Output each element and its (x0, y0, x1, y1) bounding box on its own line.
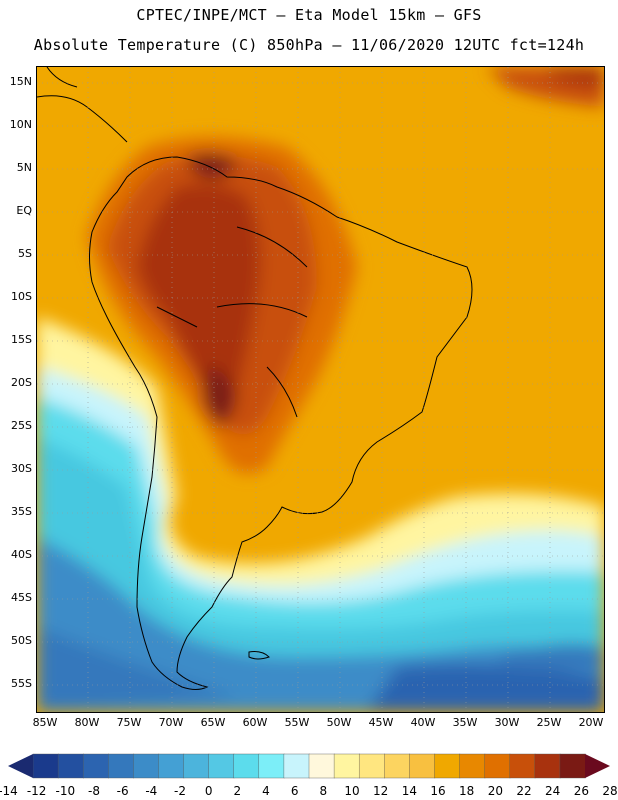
lat-label: 10S (11, 290, 32, 303)
colorbar-swatch (32, 753, 59, 779)
colorbar-tick-label: -4 (145, 784, 158, 798)
colorbar-tick-label: 10 (344, 784, 360, 798)
lat-label: 40S (11, 548, 32, 561)
colorbar-swatch (509, 753, 536, 779)
colorbar-swatch (233, 753, 260, 779)
colorbar-tick-label: 4 (262, 784, 270, 798)
colorbar-swatch (333, 753, 360, 779)
colorbar-swatch (308, 753, 335, 779)
lon-label: 75W (116, 716, 142, 729)
lon-label: 45W (368, 716, 394, 729)
lat-label: 15S (11, 333, 32, 346)
colorbar-tick-label: -2 (174, 784, 186, 798)
colorbar (8, 753, 610, 779)
lat-label: 45S (11, 591, 32, 604)
lat-label: 5N (16, 161, 32, 174)
lon-label: 55W (284, 716, 310, 729)
colorbar-swatch (183, 753, 210, 779)
lon-label: 85W (32, 716, 58, 729)
lat-label: 35S (11, 505, 32, 518)
lat-label: 55S (11, 677, 32, 690)
colorbar-swatch (534, 753, 561, 779)
lon-label: 20W (578, 716, 604, 729)
map-svg (37, 67, 604, 712)
lat-label: 30S (11, 462, 32, 475)
colorbar-swatch (459, 753, 486, 779)
colorbar-swatch (559, 753, 586, 779)
colorbar-tick-label: 16 (430, 784, 446, 798)
colorbar-tick-label: -6 (116, 784, 129, 798)
colorbar-left-arrow (8, 754, 33, 778)
colorbar-tick-label: -8 (88, 784, 100, 798)
lon-label: 70W (158, 716, 184, 729)
lat-label: 10N (9, 118, 32, 131)
warm-field (87, 67, 604, 474)
lon-label: 60W (242, 716, 268, 729)
lat-label: 20S (11, 376, 32, 389)
colorbar-right-arrow (585, 754, 610, 778)
colorbar-swatch (133, 753, 160, 779)
colorbar-tick-label: 20 (487, 784, 503, 798)
cold-field (37, 317, 604, 712)
lon-label: 35W (452, 716, 478, 729)
colorbar-swatch (358, 753, 385, 779)
colorbar-swatch (283, 753, 310, 779)
lat-label: 5S (18, 247, 32, 260)
colorbar-swatch (434, 753, 461, 779)
temperature-map (36, 66, 605, 713)
lat-label: 15N (9, 75, 32, 88)
colorbar-tick-label: 8 (319, 784, 328, 798)
colorbar-tick-label: 18 (459, 784, 475, 798)
lat-label: 50S (11, 634, 32, 647)
colorbar-tick-label: 28 (602, 784, 618, 798)
colorbar-swatch (409, 753, 436, 779)
colorbar-tick-label: -10 (55, 784, 76, 798)
colorbar-swatch (82, 753, 109, 779)
colorbar-swatch (108, 753, 135, 779)
lat-label: 25S (11, 419, 32, 432)
colorbar-tick-label: 6 (290, 784, 299, 798)
colorbar-swatch (158, 753, 185, 779)
lon-label: 50W (326, 716, 352, 729)
colorbar-tick-label: -14 (0, 784, 18, 798)
colorbar-swatch (258, 753, 285, 779)
title-line-1: CPTEC/INPE/MCT – Eta Model 15km – GFS (136, 6, 482, 24)
colorbar-tick-label: 14 (401, 784, 417, 798)
colorbar-tick-label: 26 (573, 784, 589, 798)
colorbar-swatch (57, 753, 84, 779)
colorbar-tick-label: 24 (545, 784, 561, 798)
lon-label: 80W (74, 716, 100, 729)
colorbar-tick-label: 22 (516, 784, 532, 798)
colorbar-swatch (484, 753, 511, 779)
lon-label: 30W (494, 716, 520, 729)
lon-label: 40W (410, 716, 436, 729)
colorbar-swatch (384, 753, 411, 779)
colorbar-swatch (208, 753, 235, 779)
colorbar-tick-label: 2 (233, 784, 242, 798)
lat-label: EQ (16, 204, 32, 217)
colorbar-tick-label: -12 (26, 784, 47, 798)
lon-label: 25W (536, 716, 562, 729)
title-line-2: Absolute Temperature (C) 850hPa – 11/06/… (33, 36, 585, 54)
colorbar-tick-label: 12 (373, 784, 389, 798)
lon-label: 65W (200, 716, 226, 729)
colorbar-tick-label: 0 (204, 784, 213, 798)
